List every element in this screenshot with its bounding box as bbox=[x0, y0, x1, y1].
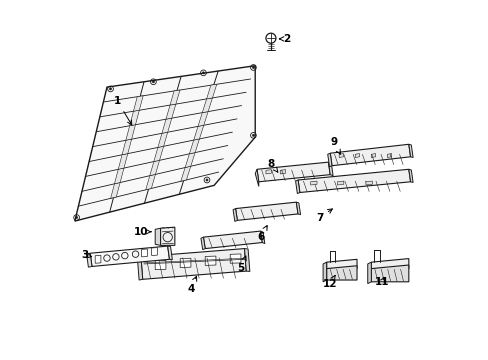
Polygon shape bbox=[122, 139, 131, 155]
Circle shape bbox=[252, 66, 254, 68]
Polygon shape bbox=[365, 181, 372, 185]
Polygon shape bbox=[280, 170, 285, 174]
Polygon shape bbox=[149, 160, 159, 176]
Polygon shape bbox=[255, 169, 258, 186]
Polygon shape bbox=[185, 153, 195, 167]
Polygon shape bbox=[133, 96, 143, 111]
Polygon shape bbox=[326, 266, 356, 280]
Polygon shape bbox=[298, 169, 410, 193]
Text: 8: 8 bbox=[267, 159, 277, 172]
Polygon shape bbox=[158, 132, 167, 148]
Polygon shape bbox=[95, 255, 101, 263]
Text: 7: 7 bbox=[315, 209, 332, 222]
Polygon shape bbox=[129, 110, 139, 126]
Polygon shape bbox=[339, 154, 343, 157]
Circle shape bbox=[252, 134, 254, 136]
Circle shape bbox=[205, 179, 207, 181]
Polygon shape bbox=[160, 227, 175, 246]
Text: 10: 10 bbox=[133, 227, 151, 237]
Polygon shape bbox=[327, 153, 331, 167]
Polygon shape bbox=[162, 118, 171, 133]
Polygon shape bbox=[110, 183, 120, 198]
Polygon shape bbox=[155, 228, 160, 246]
Polygon shape bbox=[328, 162, 332, 176]
Polygon shape bbox=[386, 154, 391, 157]
Polygon shape bbox=[354, 154, 359, 157]
Polygon shape bbox=[180, 258, 190, 267]
Polygon shape bbox=[118, 154, 127, 169]
Circle shape bbox=[202, 72, 204, 74]
Text: 3: 3 bbox=[81, 250, 91, 260]
Polygon shape bbox=[370, 154, 375, 157]
Polygon shape bbox=[233, 208, 237, 221]
Polygon shape bbox=[265, 170, 271, 174]
Polygon shape bbox=[154, 146, 163, 162]
Polygon shape bbox=[230, 254, 241, 263]
Polygon shape bbox=[235, 202, 298, 220]
Polygon shape bbox=[145, 174, 155, 190]
Circle shape bbox=[109, 88, 111, 90]
Circle shape bbox=[75, 216, 78, 219]
Polygon shape bbox=[370, 265, 408, 282]
Polygon shape bbox=[170, 90, 180, 105]
Polygon shape bbox=[86, 253, 92, 267]
Text: 9: 9 bbox=[329, 138, 340, 154]
Polygon shape bbox=[137, 257, 142, 280]
Polygon shape bbox=[205, 256, 216, 265]
Polygon shape bbox=[151, 248, 157, 256]
Polygon shape bbox=[141, 249, 246, 279]
Polygon shape bbox=[408, 169, 412, 183]
Text: 2: 2 bbox=[279, 34, 290, 44]
Polygon shape bbox=[198, 112, 208, 126]
Polygon shape bbox=[155, 260, 165, 270]
Text: 4: 4 bbox=[187, 276, 196, 294]
Polygon shape bbox=[310, 181, 316, 185]
Polygon shape bbox=[257, 162, 329, 182]
Text: 11: 11 bbox=[374, 277, 388, 287]
Polygon shape bbox=[165, 104, 176, 119]
Polygon shape bbox=[90, 246, 169, 266]
Text: 12: 12 bbox=[322, 275, 337, 289]
Polygon shape bbox=[201, 237, 205, 249]
Polygon shape bbox=[329, 144, 410, 166]
Text: 5: 5 bbox=[237, 256, 245, 273]
Polygon shape bbox=[193, 125, 203, 140]
Polygon shape bbox=[125, 125, 135, 140]
Polygon shape bbox=[326, 259, 356, 269]
Polygon shape bbox=[167, 246, 172, 260]
Polygon shape bbox=[206, 84, 216, 99]
Polygon shape bbox=[244, 249, 249, 271]
Text: 6: 6 bbox=[256, 226, 266, 242]
Polygon shape bbox=[337, 181, 343, 185]
Polygon shape bbox=[323, 262, 326, 282]
Polygon shape bbox=[408, 144, 412, 157]
Polygon shape bbox=[295, 180, 299, 194]
Polygon shape bbox=[367, 262, 370, 284]
Polygon shape bbox=[181, 166, 190, 181]
Polygon shape bbox=[296, 202, 300, 215]
Text: 1: 1 bbox=[114, 96, 131, 125]
Polygon shape bbox=[189, 139, 199, 154]
Polygon shape bbox=[370, 258, 408, 269]
Polygon shape bbox=[75, 66, 255, 221]
Circle shape bbox=[152, 81, 154, 83]
Polygon shape bbox=[203, 231, 262, 249]
Polygon shape bbox=[114, 168, 123, 184]
Polygon shape bbox=[142, 249, 147, 257]
Polygon shape bbox=[260, 231, 264, 244]
Polygon shape bbox=[202, 98, 212, 113]
